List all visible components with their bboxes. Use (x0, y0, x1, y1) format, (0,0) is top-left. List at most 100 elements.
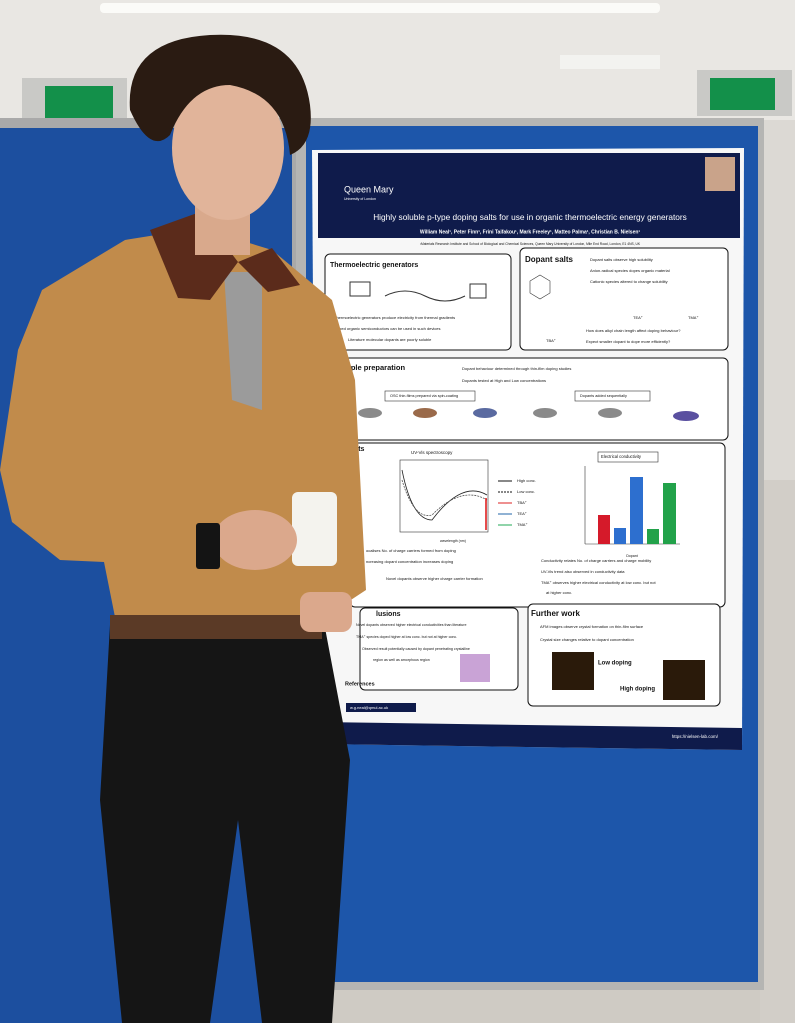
shape (710, 78, 775, 110)
bullet: Expect smaller dopant to dope more effic… (586, 339, 671, 344)
shape (238, 248, 300, 292)
bullet: Doped organic semiconductors can be used… (334, 326, 441, 331)
label: High doping (620, 687, 655, 693)
section-heading: Thermoelectric generators (330, 262, 418, 269)
section-heading: lusions (376, 611, 401, 618)
shape (760, 480, 795, 1023)
shape (647, 529, 659, 544)
shape (574, 390, 651, 402)
bullet: ocalises No. of charge carriers formed f… (366, 548, 456, 553)
shape (384, 290, 466, 302)
bullet: at higher conc. (546, 590, 572, 595)
shape (560, 55, 660, 69)
shape (196, 523, 220, 569)
shape (519, 247, 729, 351)
bullet: Observed result potentially caused by do… (362, 647, 470, 651)
shape (224, 272, 262, 410)
bullet: TMA⁺ observes higher electrical conducti… (541, 580, 656, 585)
bullet: Dopants tested at High and Low concentra… (462, 378, 546, 383)
bullet: Anion-radical species dopes organic mate… (590, 268, 670, 273)
bullet: ncreasing dopant concentration increases… (366, 559, 453, 564)
shape (399, 459, 489, 533)
bullet: AFM images observe crystal formation on … (540, 624, 644, 629)
shape (129, 34, 311, 155)
step-label: Dopants added sequentially (580, 394, 627, 398)
shape (401, 479, 488, 516)
shape (533, 408, 557, 418)
shape (663, 483, 676, 544)
shape (292, 492, 337, 566)
label: TEA⁺ (633, 315, 643, 320)
chart-title: Electrical conductivity (601, 454, 642, 459)
section-heading: Further work (531, 609, 580, 618)
shape (401, 469, 488, 521)
shape (473, 408, 497, 418)
shape (598, 408, 622, 418)
bullet: Crystal size changes relative to dopant … (540, 637, 634, 642)
shape (614, 528, 626, 544)
url: https://nielsen-lab.com/ (672, 734, 719, 739)
legend-label: Low conc. (517, 489, 535, 494)
shape (318, 722, 742, 750)
bullet: Cationic species altered to change solub… (590, 279, 668, 284)
shape (663, 660, 705, 700)
chart-title: UV-Vis spectroscopy (411, 450, 453, 455)
shape (358, 408, 382, 418)
references: References (345, 681, 375, 687)
section-heading: Sample preparation (335, 363, 405, 372)
authors: William Neal¹, Peter Finn¹, Frini Taifak… (420, 229, 641, 235)
person (0, 34, 366, 1023)
bullet: UV-Vis trend also observed in conductivi… (541, 569, 625, 574)
affiliation: ¹Materials Research Institute and School… (420, 242, 641, 246)
legend-label: TBA⁺ (517, 500, 527, 505)
bullet: Novel dopants observe higher charge carr… (386, 576, 483, 581)
step-label: OSC thin-films prepared via spin-coating (390, 394, 458, 398)
poster-title: Highly soluble p-type doping salts for u… (373, 212, 687, 222)
label: Low doping (598, 661, 632, 667)
institution: Queen Mary (344, 184, 394, 194)
bullet: Literature molecular dopants are poorly … (348, 337, 432, 342)
shape (705, 157, 735, 191)
bullet: Dopant behaviour determined through thin… (462, 366, 571, 371)
shape (384, 390, 476, 402)
shape (213, 510, 297, 570)
email: w.g.neal@qmul.ac.uk (350, 705, 388, 710)
group (358, 408, 699, 421)
axis-label: wavelength (nm) (440, 539, 466, 543)
bullet: Dopant salts observe high solubility (590, 257, 653, 262)
legend-label: High conc. (517, 478, 536, 483)
shape (469, 283, 487, 299)
shape (110, 615, 322, 639)
shape (552, 652, 594, 690)
shape (100, 3, 660, 13)
shape (349, 281, 371, 297)
legend-label: TEA⁺ (517, 511, 527, 516)
shape (460, 654, 490, 682)
bullet: Thermoelectric generators produce electr… (334, 315, 455, 320)
shape (413, 408, 437, 418)
bullet: region as well as amorphous region (373, 658, 430, 662)
shape (318, 153, 740, 238)
shape (100, 612, 350, 1023)
shape (597, 451, 659, 463)
shape (598, 515, 610, 544)
poster: Queen Mary University of London Highly s… (312, 148, 744, 750)
bullet: TMA⁺ species doped higher at low conc. b… (356, 635, 457, 639)
axis-label: Dopant (626, 554, 638, 558)
bullet: Conductivity relates No. of charge carri… (541, 558, 651, 563)
label: TBA⁺ (546, 338, 556, 343)
label: TMA⁺ (688, 315, 699, 320)
shape (172, 76, 284, 220)
shape (346, 703, 416, 712)
legend-label: TMA⁺ (517, 522, 528, 527)
shape (45, 86, 113, 118)
section-heading: Dopant salts (525, 255, 574, 264)
shape (630, 477, 643, 544)
bullet: Novel dopants observed higher electrical… (356, 623, 466, 627)
bullet: How does alkyl chain length affect dopin… (586, 328, 681, 333)
shape (300, 592, 352, 632)
shape (673, 411, 699, 421)
shape (529, 274, 551, 300)
